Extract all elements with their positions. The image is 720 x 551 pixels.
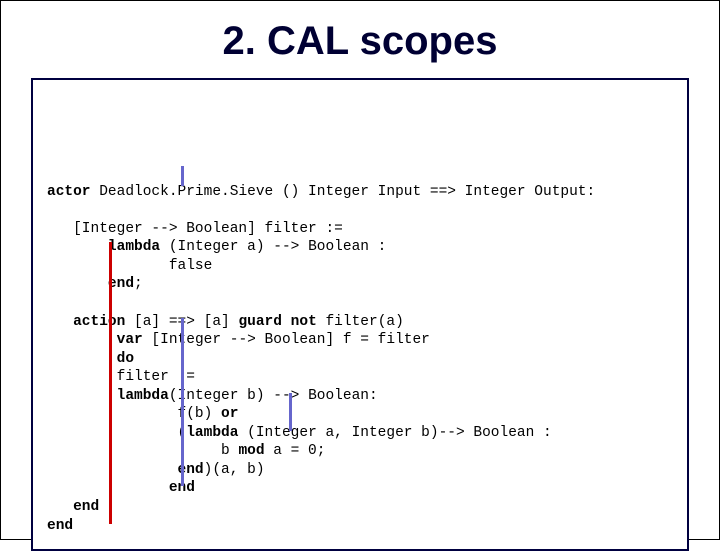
code-text: (Integer a, Integer b)--> Boolean : <box>238 425 551 441</box>
code-text: b <box>47 443 238 459</box>
code-text <box>282 314 291 330</box>
code-text: (Integer a) --> Boolean : <box>160 239 386 255</box>
scope-bar-lambda3 <box>289 393 292 431</box>
scope-bar-lambda2 <box>181 318 184 486</box>
code-text <box>47 480 169 496</box>
scope-bar-lambda1 <box>181 166 184 186</box>
code-text <box>47 239 108 255</box>
code-text <box>47 462 178 478</box>
kw-lambda: lambda <box>117 388 169 404</box>
kw-end: end <box>47 518 73 534</box>
code-text: [Integer --> Boolean] filter := <box>47 221 343 237</box>
kw-lambda: lambda <box>186 425 238 441</box>
code-text: ( <box>47 425 186 441</box>
code-text: filter(a) <box>317 314 404 330</box>
code-text: ; <box>134 276 143 292</box>
code-text: )(a, b) <box>204 462 265 478</box>
slide: 2. CAL scopes actor Deadlock.Prime.Sieve… <box>0 0 720 540</box>
code-text: [Integer --> Boolean] f = filter <box>143 332 430 348</box>
code-text: (Integer b) --> Boolean: <box>169 388 378 404</box>
code-text <box>47 388 117 404</box>
slide-title: 2. CAL scopes <box>1 19 719 64</box>
code-text: a = 0; <box>265 443 326 459</box>
code-text: Deadlock.Prime.Sieve () Integer Input ==… <box>91 184 596 200</box>
code-box: actor Deadlock.Prime.Sieve () Integer In… <box>31 78 689 551</box>
kw-mod: mod <box>238 443 264 459</box>
kw-lambda: lambda <box>108 239 160 255</box>
code-block: actor Deadlock.Prime.Sieve () Integer In… <box>47 90 673 535</box>
code-text <box>47 499 73 515</box>
kw-actor: actor <box>47 184 91 200</box>
code-text: filter := <box>47 369 195 385</box>
code-text <box>47 332 117 348</box>
kw-do: do <box>117 351 134 367</box>
kw-end: end <box>73 499 99 515</box>
kw-action: action <box>73 314 125 330</box>
kw-guard: guard <box>238 314 282 330</box>
code-text <box>47 314 73 330</box>
code-text: false <box>47 258 212 274</box>
kw-or: or <box>221 406 238 422</box>
code-text <box>47 276 108 292</box>
scope-bar-action <box>109 242 112 524</box>
kw-var: var <box>117 332 143 348</box>
code-text: f(b) <box>47 406 221 422</box>
kw-not: not <box>291 314 317 330</box>
code-text <box>47 351 117 367</box>
